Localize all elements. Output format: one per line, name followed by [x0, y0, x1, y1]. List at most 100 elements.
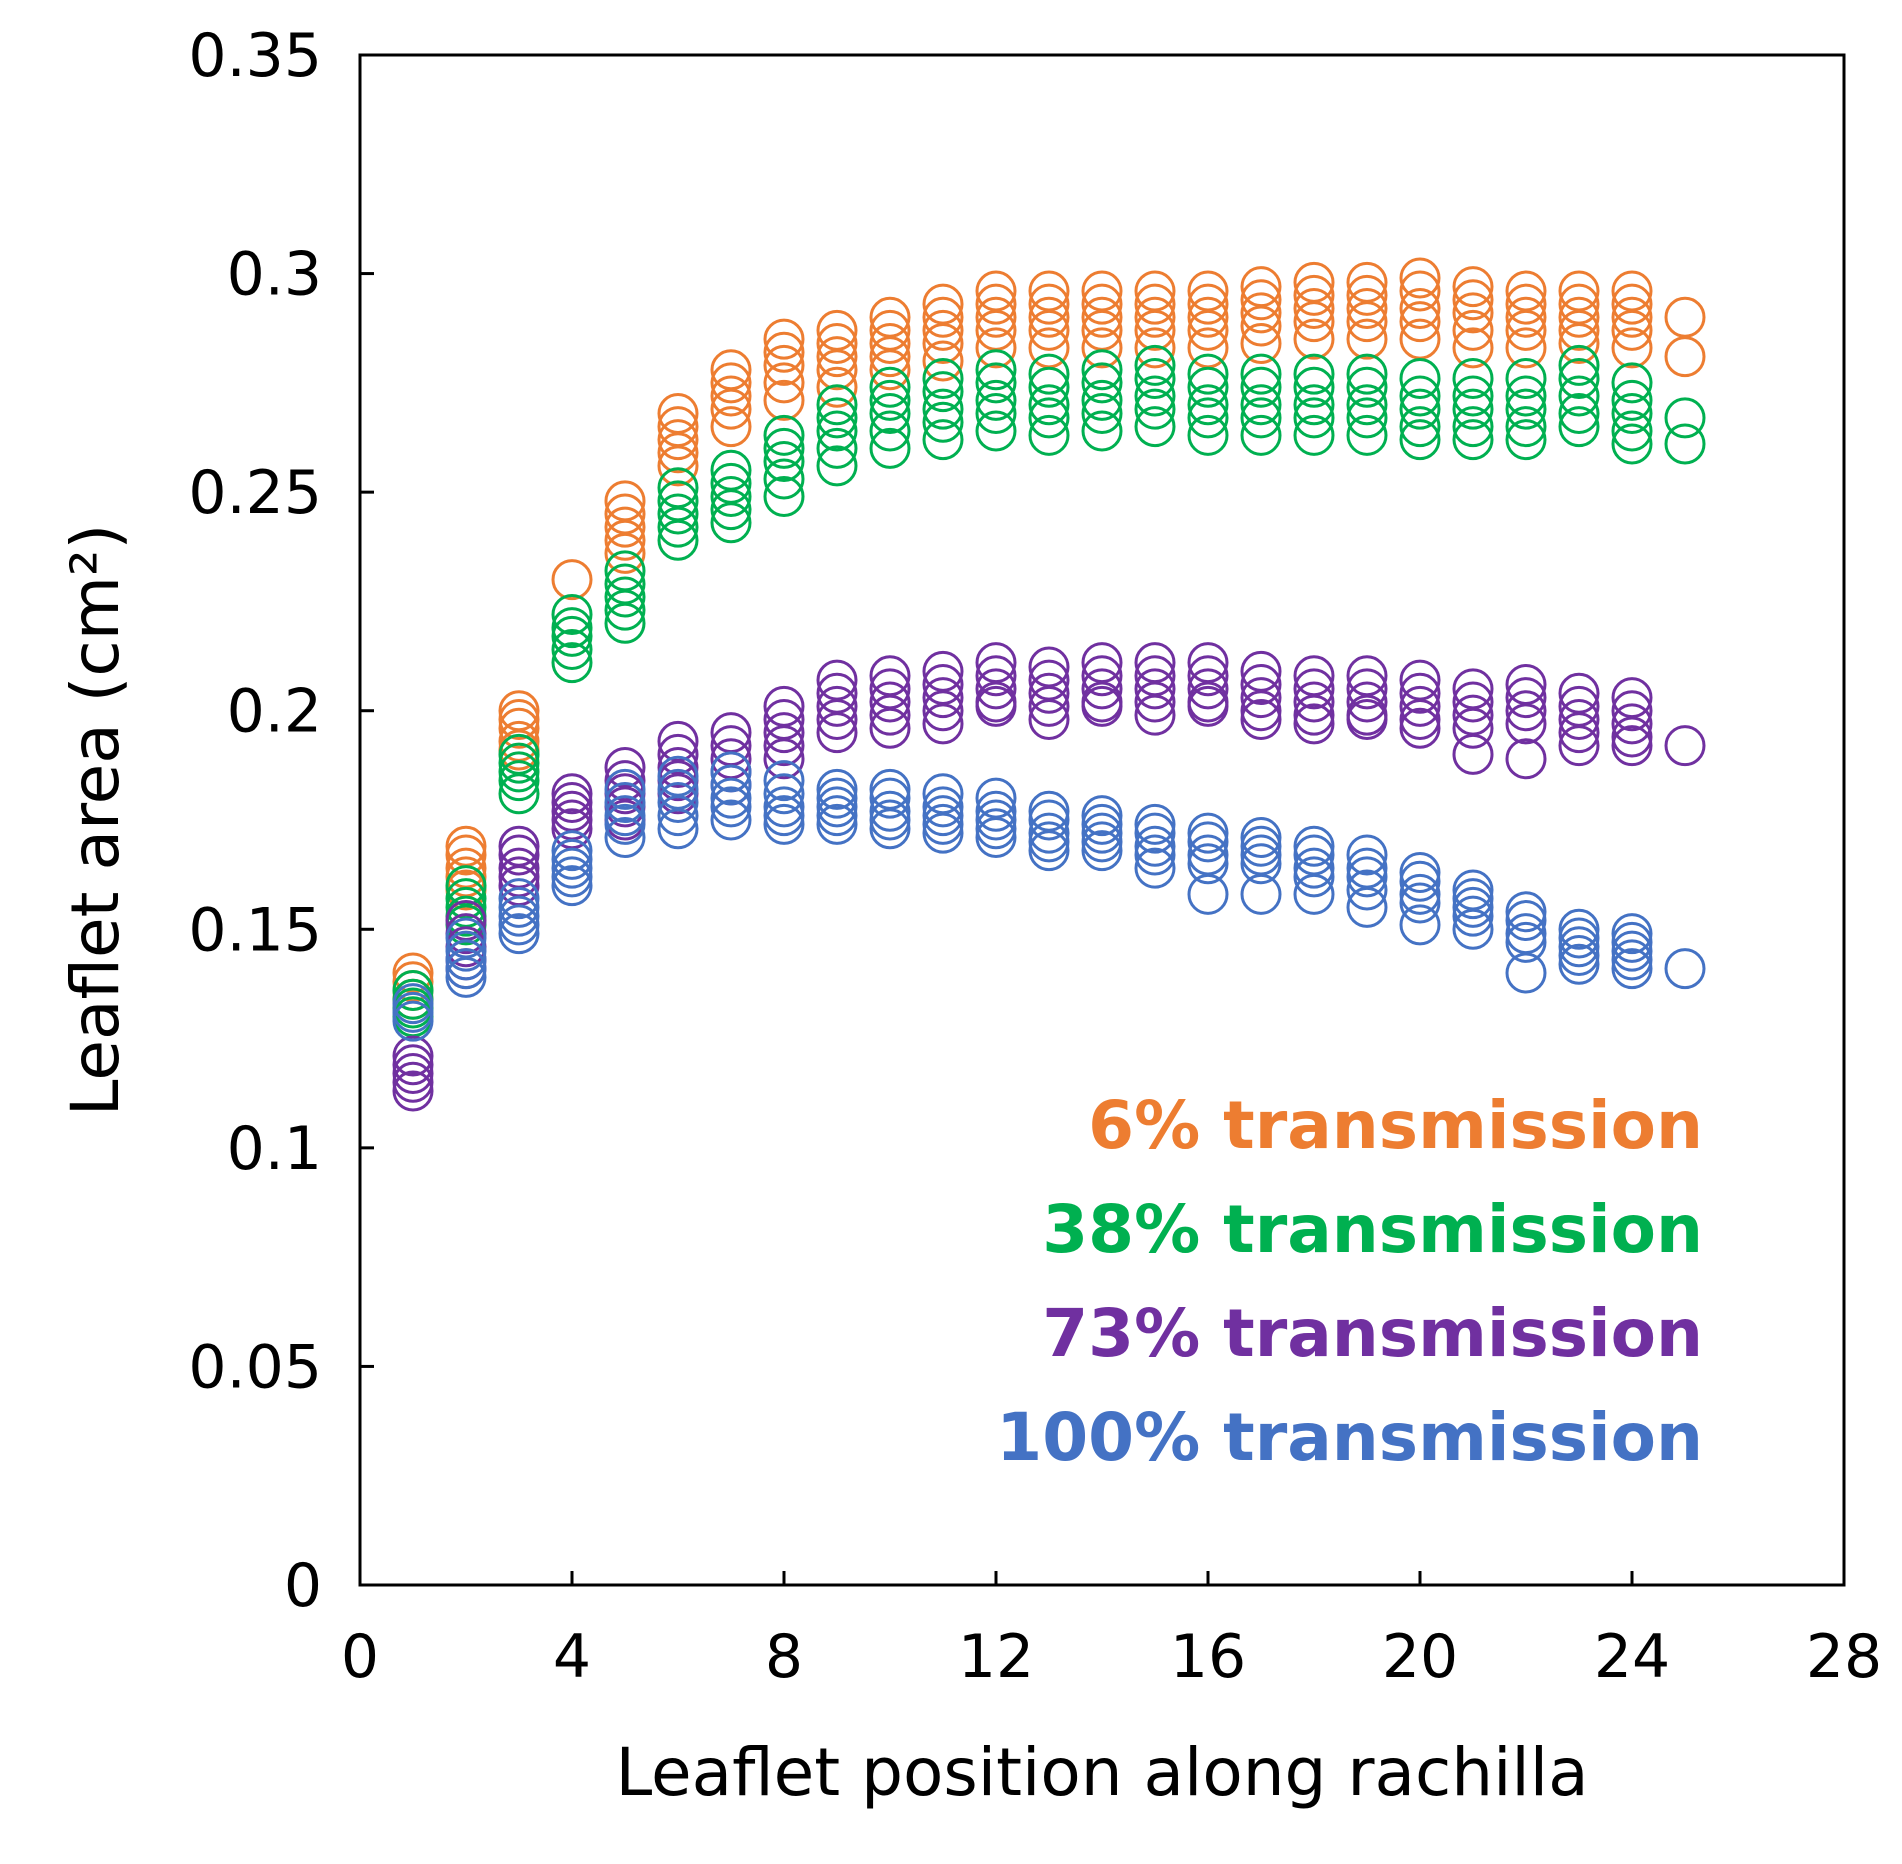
- data-point: [869, 366, 911, 408]
- data-point: [869, 694, 911, 736]
- data-point: [1081, 392, 1123, 434]
- data-point: [1293, 318, 1335, 360]
- data-point: [1293, 274, 1335, 316]
- data-point: [1346, 384, 1388, 426]
- data-point: [1399, 288, 1441, 330]
- data-point: [816, 445, 858, 487]
- data-point: [1240, 690, 1282, 732]
- data-point: [1293, 847, 1335, 889]
- data-point: [1452, 733, 1494, 775]
- data-point: [1399, 357, 1441, 399]
- data-point: [816, 366, 858, 408]
- x-tick-label: 0: [341, 1622, 379, 1692]
- data-point: [763, 379, 805, 421]
- data-point: [922, 371, 964, 413]
- x-tick-label: 28: [1806, 1622, 1882, 1692]
- legend-entry: 6% transmission: [1088, 1087, 1703, 1164]
- data-point: [1399, 873, 1441, 915]
- data-point: [1293, 301, 1335, 343]
- data-point: [1505, 703, 1547, 745]
- data-point: [1240, 816, 1282, 858]
- data-point: [657, 432, 699, 474]
- data-point: [710, 476, 752, 518]
- data-point: [1028, 353, 1070, 395]
- data-point: [1134, 825, 1176, 867]
- data-point: [869, 707, 911, 749]
- data-point: [816, 712, 858, 754]
- data-point: [816, 698, 858, 740]
- data-point: [1240, 353, 1282, 395]
- data-point: [1293, 681, 1335, 723]
- data-point: [1452, 908, 1494, 950]
- data-point: [763, 318, 805, 360]
- data-point: [975, 392, 1017, 434]
- data-point: [1505, 375, 1547, 417]
- data-point: [392, 1035, 434, 1077]
- data-point: [1611, 913, 1653, 955]
- x-tick-label: 8: [765, 1622, 803, 1692]
- data-point: [1505, 283, 1547, 325]
- data-point: [1558, 943, 1600, 985]
- data-point: [1240, 292, 1282, 334]
- data-point: [1293, 414, 1335, 456]
- data-point: [1558, 908, 1600, 950]
- data-point: [445, 948, 487, 990]
- data-point: [763, 803, 805, 845]
- data-point: [657, 445, 699, 487]
- data-point: [1452, 419, 1494, 461]
- data-point: [1293, 288, 1335, 330]
- data-point: [1399, 860, 1441, 902]
- data-point: [1134, 847, 1176, 889]
- data-point: [1187, 384, 1229, 426]
- data-point: [1081, 668, 1123, 710]
- data-point: [1134, 803, 1176, 845]
- y-tick-label: 0.25: [188, 458, 322, 528]
- data-point: [1028, 283, 1070, 325]
- data-point: [1187, 366, 1229, 408]
- data-point: [763, 795, 805, 837]
- data-point: [1611, 283, 1653, 325]
- data-point: [1611, 309, 1653, 351]
- data-point: [1293, 384, 1335, 426]
- data-point: [1558, 926, 1600, 968]
- data-point: [816, 685, 858, 727]
- data-point: [975, 799, 1017, 841]
- data-point: [1505, 388, 1547, 430]
- data-point: [1399, 270, 1441, 312]
- data-point: [975, 327, 1017, 369]
- data-point: [1399, 672, 1441, 714]
- data-point: [1293, 694, 1335, 736]
- data-point: [1240, 384, 1282, 426]
- data-point: [1081, 362, 1123, 404]
- data-point: [1664, 397, 1706, 439]
- data-point: [1293, 668, 1335, 710]
- data-point: [710, 406, 752, 448]
- data-point: [498, 698, 540, 740]
- data-point: [1611, 939, 1653, 981]
- data-point: [710, 786, 752, 828]
- data-point: [869, 427, 911, 469]
- data-point: [975, 410, 1017, 452]
- data-point: [922, 419, 964, 461]
- data-point: [604, 782, 646, 824]
- data-point: [1346, 856, 1388, 898]
- data-point: [1452, 895, 1494, 937]
- data-point: [1187, 397, 1229, 439]
- data-point: [1081, 349, 1123, 391]
- data-point: [1240, 873, 1282, 915]
- data-point: [1187, 283, 1229, 325]
- data-point: [1134, 309, 1176, 351]
- data-point: [1081, 327, 1123, 369]
- data-point: [1611, 296, 1653, 338]
- data-point: [763, 738, 805, 780]
- series-2-points: [392, 344, 1706, 1038]
- data-point: [975, 379, 1017, 421]
- data-point: [922, 677, 964, 719]
- data-point: [1558, 309, 1600, 351]
- data-point: [1399, 698, 1441, 740]
- y-tick-label: 0.35: [188, 21, 322, 91]
- data-point: [1558, 392, 1600, 434]
- y-tick-label: 0.15: [188, 895, 322, 965]
- data-point: [657, 419, 699, 461]
- data-point: [1611, 948, 1653, 990]
